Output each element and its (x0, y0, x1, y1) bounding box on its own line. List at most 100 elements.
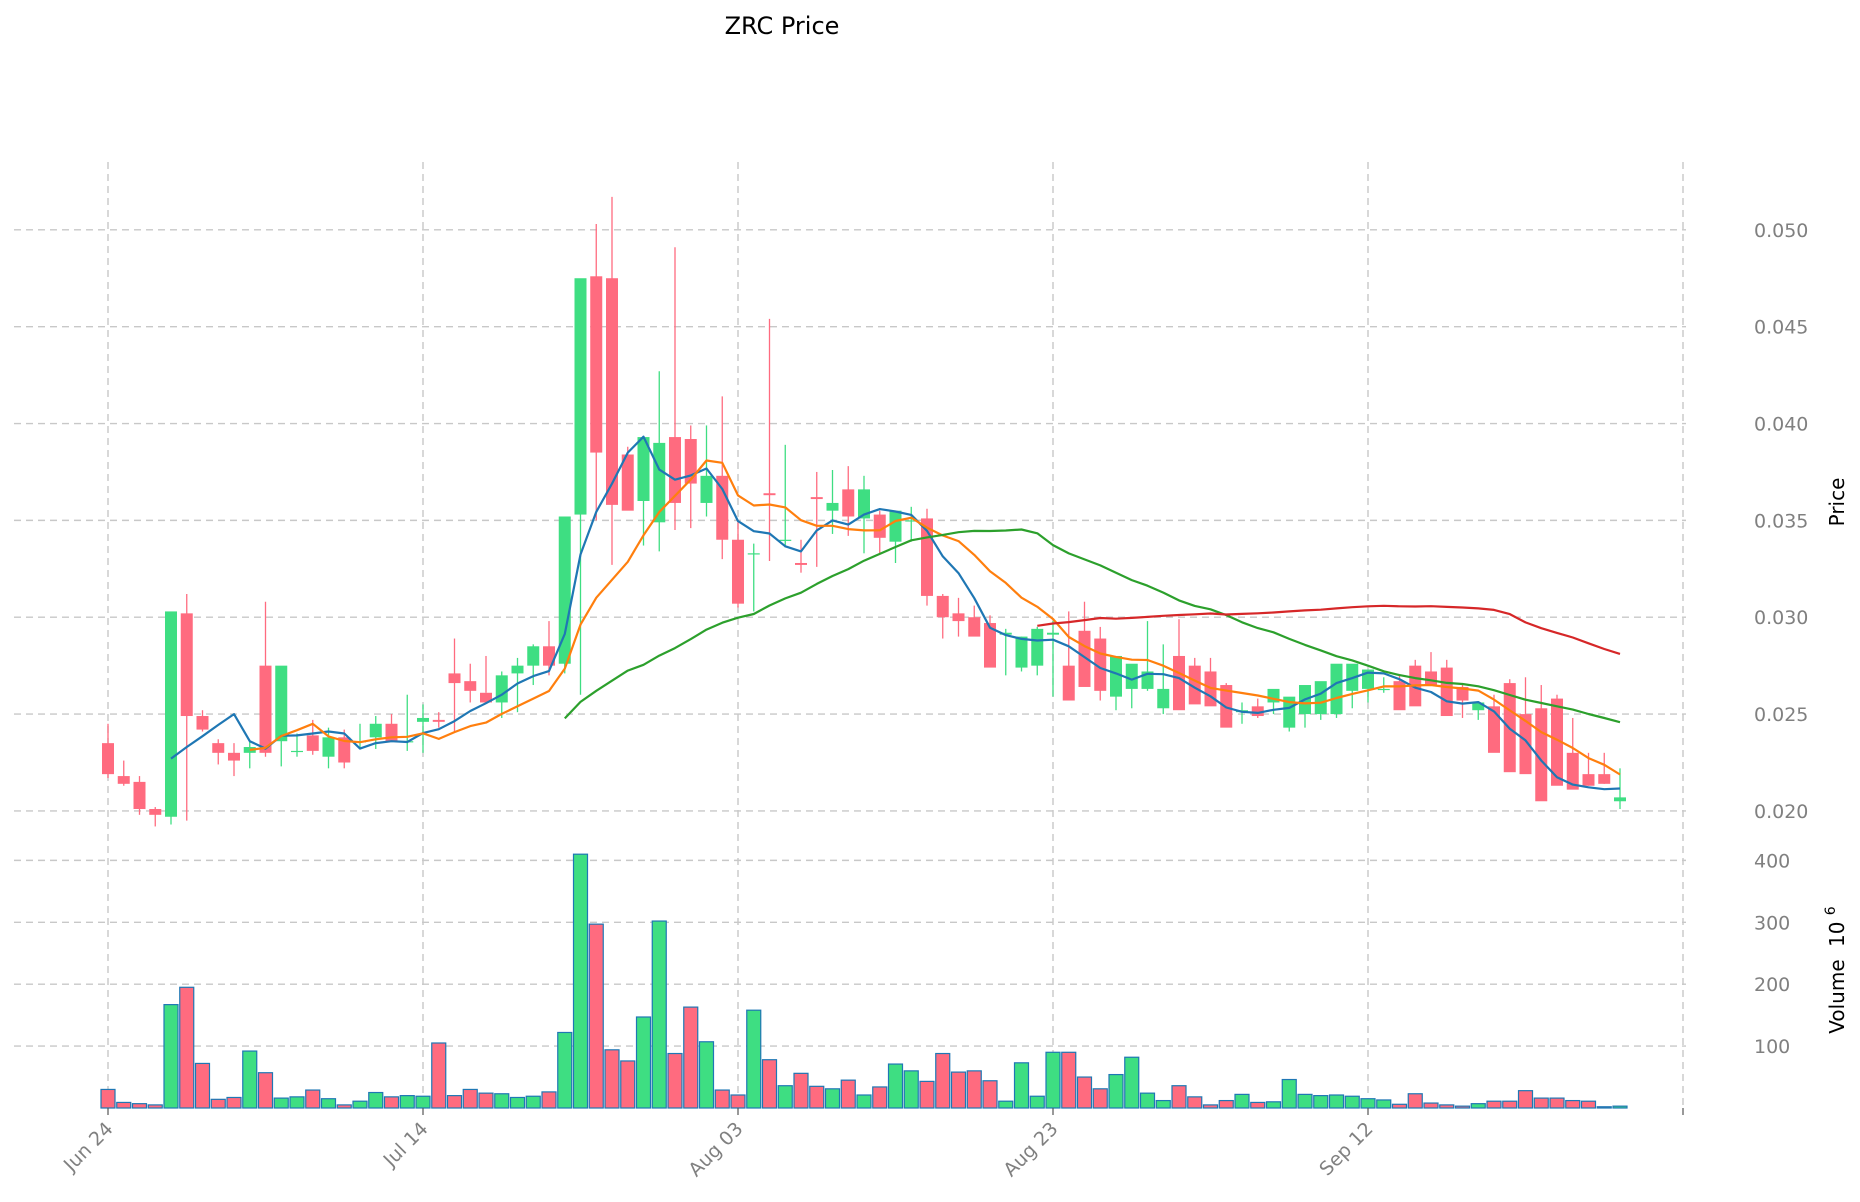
volume-bar (1029, 1095, 1045, 1109)
candle-body (243, 747, 256, 753)
volume-bar (998, 1100, 1014, 1109)
price-tick-label: 0.025 (1754, 704, 1808, 726)
volume-bar (462, 1088, 478, 1109)
volume-bar (1234, 1093, 1250, 1109)
volume-bar (147, 1104, 163, 1109)
volume-bar (919, 1080, 935, 1109)
volume-bar (683, 1006, 699, 1109)
volume-bar (698, 1041, 715, 1109)
candle-body (543, 646, 555, 666)
candle-body (228, 752, 240, 761)
volume-bar (1013, 1062, 1030, 1109)
candle-body (779, 539, 792, 541)
candle-body (1031, 628, 1044, 666)
candle-body (795, 562, 807, 565)
volume-bar (1061, 1051, 1077, 1109)
volume-bar (1549, 1097, 1565, 1109)
candle-body (511, 665, 524, 674)
candle-body (369, 723, 382, 738)
candle-body (574, 278, 587, 515)
volume-bar (1517, 1090, 1534, 1109)
volume-bar (1502, 1100, 1518, 1109)
candle-body (259, 665, 272, 753)
volume-bar (667, 1052, 683, 1109)
volume-bar (399, 1095, 415, 1109)
volume-bar (1155, 1099, 1171, 1109)
candle-body (495, 675, 508, 703)
candle-body (338, 737, 351, 763)
candle-body (102, 743, 114, 775)
volume-bar (982, 1080, 998, 1109)
volume-bar (383, 1096, 400, 1109)
candle-body (1062, 665, 1075, 701)
price-tick-label: 0.035 (1754, 510, 1808, 532)
volume-bar (557, 1031, 573, 1109)
candle-body (133, 781, 146, 810)
volume-tick-label: 200 (1754, 974, 1790, 996)
candle-body (858, 489, 870, 519)
volume-bar (273, 1097, 289, 1109)
candle-body (1047, 632, 1059, 635)
volume-bar (887, 1063, 904, 1109)
volume-bar (541, 1091, 557, 1109)
volume-bar (1344, 1095, 1360, 1109)
candle-body (275, 665, 288, 742)
volume-axis-label: Volume (1825, 959, 1849, 1033)
volume-bar (494, 1093, 510, 1109)
volume-bar (1360, 1098, 1376, 1109)
volume-bar (604, 1049, 620, 1109)
volume-bar (950, 1071, 967, 1109)
volume-bar (1171, 1085, 1187, 1109)
volume-bar (714, 1089, 730, 1109)
volume-bar (131, 1103, 148, 1109)
price-axis-title: Price (1825, 478, 1849, 527)
candle-body (606, 278, 618, 505)
candle-body (322, 737, 335, 757)
ma-line-longest (1037, 604, 1621, 655)
candle-body (1377, 688, 1390, 691)
candle-body (212, 743, 225, 753)
volume-bar (100, 1088, 116, 1109)
candle-body (1157, 688, 1170, 709)
volume-bar (478, 1092, 494, 1109)
candle-body (1125, 663, 1138, 689)
candle-body (984, 623, 996, 668)
candle-body (763, 493, 776, 496)
volume-bar (620, 1060, 636, 1109)
chart-title: ZRC Price (725, 12, 840, 40)
candle-body (1330, 663, 1343, 715)
price-candles (102, 196, 1626, 827)
volume-bar (305, 1089, 321, 1109)
candle-body (1614, 797, 1626, 802)
volume-bar (194, 1062, 211, 1109)
candle-body (558, 516, 571, 664)
candle-body (527, 646, 540, 666)
volume-bar (635, 1016, 652, 1109)
candle-body (306, 735, 319, 751)
volume-bar (415, 1095, 431, 1109)
price-tick-label: 0.050 (1754, 220, 1808, 242)
volume-bar (730, 1094, 746, 1109)
candle-body (117, 776, 130, 784)
volume-bar (352, 1100, 368, 1109)
candle-body (432, 719, 445, 722)
candle-body (165, 611, 177, 817)
volume-bar (525, 1095, 541, 1109)
candle-body (448, 673, 461, 684)
candle-body (1598, 774, 1611, 784)
volume-bar (1187, 1096, 1203, 1109)
volume-bar (1565, 1099, 1581, 1109)
volume-bar (1533, 1097, 1549, 1109)
axes: 0.020 0.025 0.030 0.035 0.040 0.045 0.050 100 20… (59, 220, 1808, 1181)
candle-body (480, 692, 492, 703)
price-tick-label: 0.030 (1754, 607, 1808, 629)
candle-body (196, 716, 209, 730)
volume-bar (1265, 1101, 1282, 1109)
ma-line-long (564, 528, 1621, 724)
moving-average-lines (170, 435, 1621, 791)
volume-bar (793, 1072, 809, 1109)
candle-body (810, 497, 823, 500)
volume-bar (336, 1104, 352, 1109)
volume-tick-label: 400 (1754, 850, 1790, 872)
volume-bar (1218, 1099, 1234, 1109)
